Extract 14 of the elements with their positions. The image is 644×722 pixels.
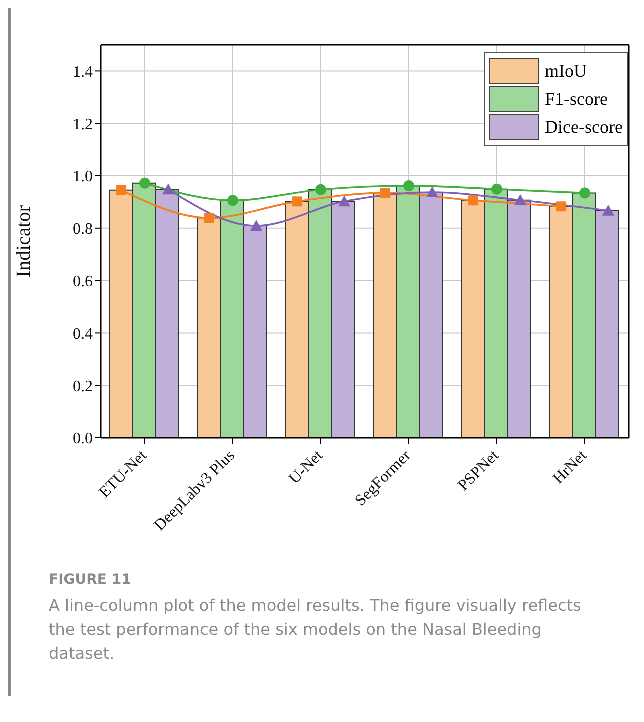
y-axis-title: Indicator bbox=[13, 205, 36, 278]
caption: FIGURE 11 bbox=[49, 572, 132, 588]
y-tick-label: 0.8 bbox=[73, 221, 93, 238]
y-tick-label: 0.6 bbox=[73, 273, 93, 290]
y-tick-label: 1.2 bbox=[73, 116, 93, 134]
legend-label: Dice-score bbox=[545, 116, 623, 138]
text: A line-column plot of the model results. The figure visually reflects the test performance of the six models on the Nasal Bleeding dataset. bbox=[49, 595, 582, 665]
y-tick-label: 0.2 bbox=[73, 378, 93, 396]
y-tick-label: 1.4 bbox=[73, 64, 93, 81]
legend-label: F1-score bbox=[545, 88, 608, 110]
y-tick-label: 1.0 bbox=[73, 168, 93, 186]
y-tick-label: 0.4 bbox=[73, 326, 93, 343]
legend-label: mIoU bbox=[545, 60, 588, 82]
y-tick-label: 0.0 bbox=[73, 430, 93, 448]
